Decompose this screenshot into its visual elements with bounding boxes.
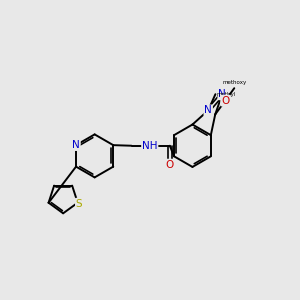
- Text: O: O: [165, 160, 173, 170]
- Text: O: O: [221, 96, 230, 106]
- Text: NH: NH: [142, 141, 158, 151]
- Text: S: S: [76, 199, 83, 208]
- Text: N: N: [72, 140, 80, 150]
- Text: methoxy: methoxy: [222, 80, 246, 85]
- Text: N: N: [204, 105, 212, 115]
- Text: methyl: methyl: [216, 92, 236, 97]
- Text: N: N: [218, 89, 226, 99]
